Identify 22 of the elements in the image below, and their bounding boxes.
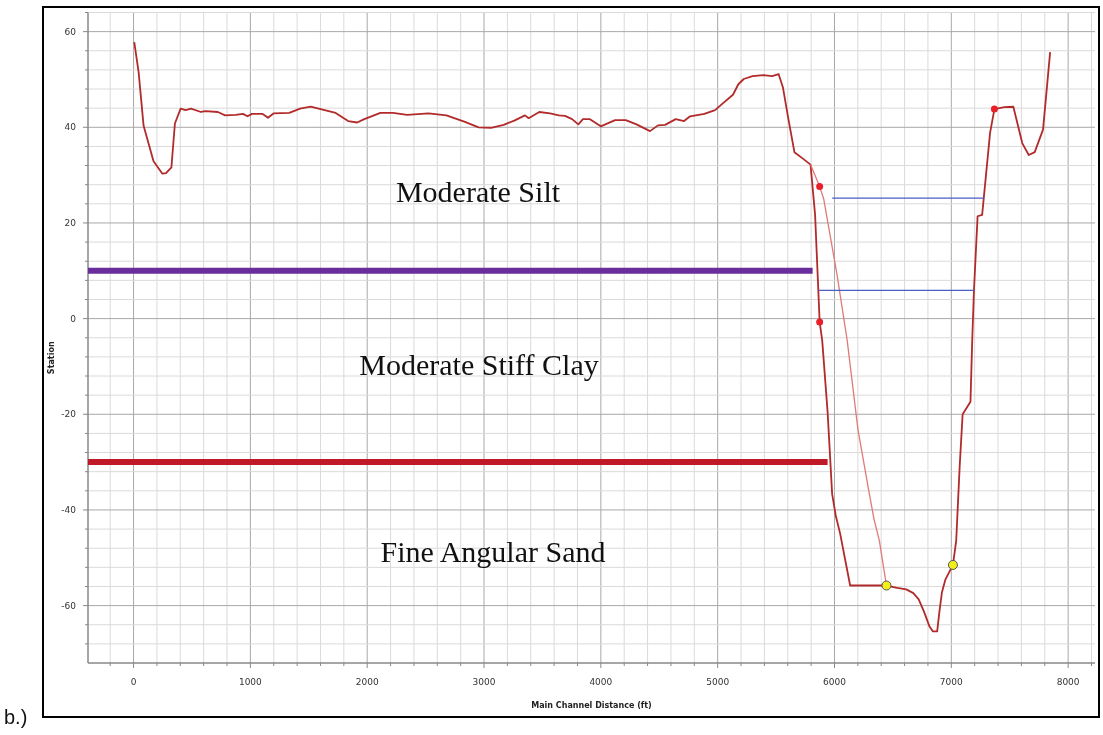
x-tick-label: 5000 [706,677,730,687]
x-tick-label: 4000 [589,677,613,687]
y-tick-label: 0 [70,313,77,324]
x-tick-label: 2000 [355,677,379,687]
x-tick-label: 7000 [939,677,964,687]
y-tick-label: -20 [61,409,77,420]
y-tick-label: -60 [61,600,77,611]
x-tick-label: 1000 [238,677,263,687]
y-tick-label: 20 [64,218,77,229]
text: b.) [4,706,28,728]
annotation: Moderate Stiff Clay [359,348,599,381]
x-axis-title: Main Channel Distance (ft) [531,701,652,710]
annotation: Fine Angular Sand [380,535,606,568]
x-tick-label: 3000 [472,677,496,687]
y-tick-label: 40 [64,122,77,133]
x-tick-label: 8000 [1056,677,1080,687]
x-tick-label: 6000 [823,677,847,687]
y-tick-label: 60 [64,26,77,37]
y-tick-label: -40 [61,505,77,516]
y-axis-title: Station [47,341,56,375]
x-tick-label: 0 [130,677,137,687]
annotation: Moderate Silt [395,175,561,208]
